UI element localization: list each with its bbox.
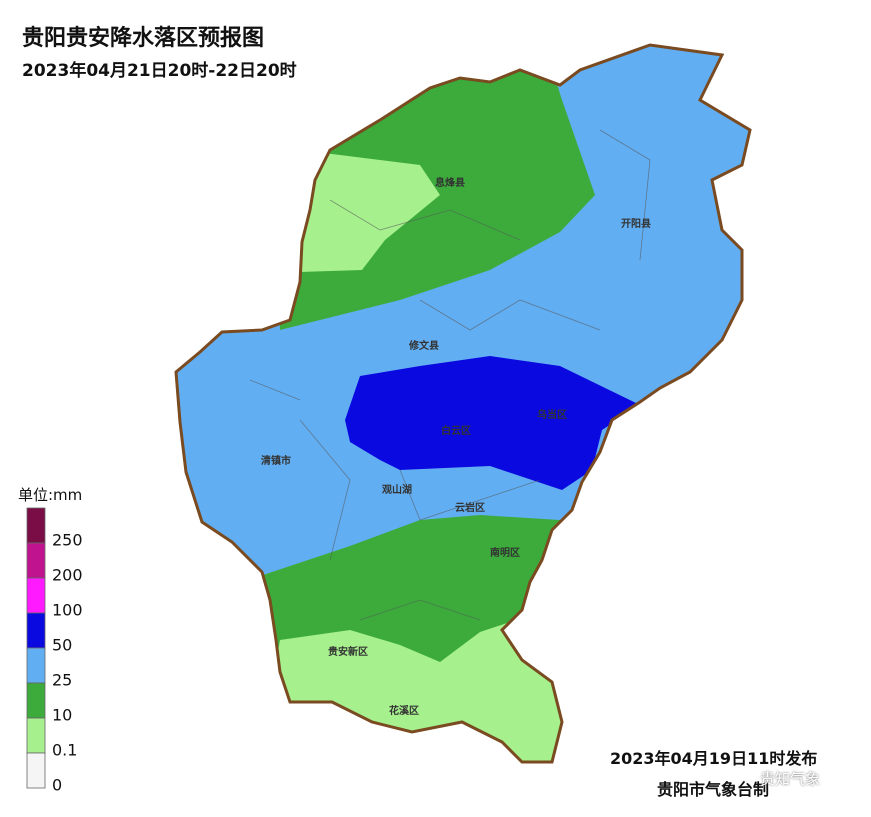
district-label: 修文县 bbox=[408, 339, 439, 352]
district-label: 乌当区 bbox=[537, 408, 567, 421]
district-label: 花溪区 bbox=[389, 704, 419, 717]
legend-label: 50 bbox=[52, 636, 72, 655]
subtitle: 2023年04月21日20时-22日20时 bbox=[22, 61, 297, 81]
district-borders bbox=[249, 129, 651, 621]
district-label: 息烽县 bbox=[435, 176, 465, 189]
legend-swatch bbox=[26, 612, 46, 649]
issued: 2023年04月19日11时发布 bbox=[610, 749, 818, 768]
legend-label: 25 bbox=[52, 671, 72, 690]
legend-label: 250 bbox=[52, 531, 83, 550]
legend-swatch bbox=[26, 647, 46, 684]
legend-label: 100 bbox=[52, 601, 83, 620]
legend-swatch bbox=[26, 542, 46, 579]
agency: 贵阳市气象台制 bbox=[657, 780, 770, 799]
legend-label: 0 bbox=[52, 776, 62, 795]
legend-swatch bbox=[26, 752, 46, 789]
legend-swatch bbox=[26, 682, 46, 719]
legend-unit: 单位:mm bbox=[18, 486, 83, 504]
title: 贵阳贵安降水落区预报图 bbox=[22, 26, 265, 51]
district-label: 开阳县 bbox=[621, 218, 651, 230]
watermark: 贵知气象 bbox=[760, 770, 821, 788]
district-label: 贵安新区 bbox=[328, 645, 368, 658]
district-label: 观山湖 bbox=[382, 483, 412, 496]
legend-label: 200 bbox=[52, 566, 83, 585]
legend-label: 10 bbox=[52, 706, 72, 725]
legend-swatch bbox=[26, 717, 46, 754]
district-label: 白云区 bbox=[441, 424, 471, 437]
area-0.1-10-south bbox=[250, 622, 590, 762]
legend-swatch bbox=[26, 507, 46, 544]
legend-label: 0.1 bbox=[52, 741, 77, 760]
area-50-100 bbox=[345, 356, 640, 490]
area-0.1-10-north bbox=[300, 150, 440, 272]
legend-swatch bbox=[26, 577, 46, 614]
legend: 250 200 100 50 25 10 0.1 0 bbox=[26, 507, 83, 795]
district-label: 云岩区 bbox=[455, 501, 485, 514]
district-label: 清镇市 bbox=[261, 454, 291, 467]
district-label: 南明区 bbox=[490, 546, 520, 559]
